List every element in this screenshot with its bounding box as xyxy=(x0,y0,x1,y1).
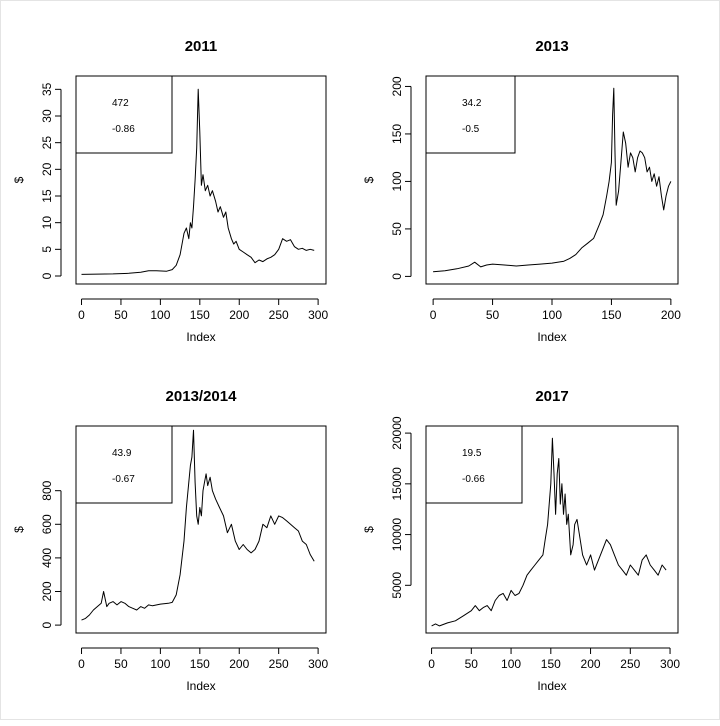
inset-value: -0.67 xyxy=(112,474,135,485)
x-tick-label: 150 xyxy=(190,308,210,322)
y-axis-label: $ xyxy=(362,526,376,533)
x-tick-label: 250 xyxy=(269,308,289,322)
chart-title: 2011 xyxy=(185,38,218,55)
plot-frame xyxy=(75,425,327,634)
x-tick-label: 250 xyxy=(269,657,289,671)
chart-title: 2013 xyxy=(535,38,568,55)
x-axis-label: Index xyxy=(186,679,215,693)
y-tick-label: 30 xyxy=(40,109,54,123)
inset-box xyxy=(75,75,173,154)
series-line xyxy=(81,88,315,275)
x-tick-label: 200 xyxy=(661,308,681,322)
chart-panel-3: 2013/2014 0 50 100 150 200 250 300 Index 0 200 400 6… xyxy=(12,388,328,693)
x-tick-label: 200 xyxy=(229,657,249,671)
x-tick-label: 50 xyxy=(114,657,128,671)
y-axis-label: $ xyxy=(12,526,26,533)
y-axis-label: $ xyxy=(12,176,26,183)
y-tick-label: 800 xyxy=(40,480,54,500)
y-tick-label: 15 xyxy=(40,189,54,203)
y-tick-label: 0 xyxy=(40,272,54,279)
x-tick-label: 200 xyxy=(229,308,249,322)
x-tick-label: 250 xyxy=(620,657,640,671)
y-tick-label: 10 xyxy=(40,216,54,230)
x-tick-label: 300 xyxy=(660,657,680,671)
y-tick-label: 10000 xyxy=(390,518,404,552)
inset-value: 34.2 xyxy=(462,98,482,109)
y-tick-label: 20000 xyxy=(390,416,404,450)
chart-panel-1: 2011 0 50 100 150 200 250 300 Index 0 5 10 15 20 25 30 3… xyxy=(12,38,328,344)
x-tick-label: 50 xyxy=(486,308,500,322)
inset-box xyxy=(75,425,173,504)
series-line xyxy=(431,437,667,627)
plot-frame xyxy=(425,425,679,634)
x-axis-label: Index xyxy=(186,330,215,344)
series-line xyxy=(81,429,315,621)
inset-box xyxy=(425,75,516,154)
inset-box xyxy=(425,425,523,504)
y-tick-label: 150 xyxy=(390,124,404,144)
x-tick-label: 100 xyxy=(542,308,562,322)
y-tick-label: 25 xyxy=(40,136,54,150)
inset-value: 472 xyxy=(112,98,129,109)
y-tick-label: 0 xyxy=(390,273,404,280)
x-tick-label: 50 xyxy=(114,308,128,322)
inset-value: -0.66 xyxy=(462,474,485,485)
x-axis-label: Index xyxy=(537,679,566,693)
x-axis-label: Index xyxy=(537,330,566,344)
y-tick-label: 400 xyxy=(40,548,54,568)
plot-frame xyxy=(425,75,679,285)
inset-value: 43.9 xyxy=(112,448,132,459)
y-axis-label: $ xyxy=(362,176,376,183)
x-tick-label: 300 xyxy=(308,657,328,671)
chart-panel-2: 2013 0 50 100 150 200 Index 0 50 100 150 200 $34.2 -0… xyxy=(362,38,681,344)
x-tick-label: 150 xyxy=(541,657,561,671)
inset-value: -0.5 xyxy=(462,124,480,135)
x-tick-label: 150 xyxy=(190,657,210,671)
y-tick-label: 100 xyxy=(390,171,404,191)
y-tick-label: 50 xyxy=(390,222,404,236)
series-line xyxy=(433,87,672,273)
y-tick-label: 600 xyxy=(40,514,54,534)
y-tick-label: 5000 xyxy=(390,572,404,599)
chart-title: 2013/2014 xyxy=(166,388,238,405)
y-tick-label: 20 xyxy=(40,162,54,176)
chart-panel-4: 2017 0 50 100 150 200 250 300 Index 5000 10000 1500… xyxy=(362,388,680,693)
x-tick-label: 0 xyxy=(78,657,85,671)
x-tick-label: 200 xyxy=(581,657,601,671)
x-tick-label: 50 xyxy=(465,657,479,671)
x-tick-label: 100 xyxy=(501,657,521,671)
y-tick-label: 15000 xyxy=(390,467,404,501)
y-tick-label: 200 xyxy=(390,76,404,96)
plot-frame xyxy=(75,75,327,285)
y-tick-label: 0 xyxy=(40,621,54,628)
inset-value: -0.86 xyxy=(112,124,135,135)
x-tick-label: 0 xyxy=(78,308,85,322)
x-tick-label: 0 xyxy=(428,657,435,671)
y-tick-label: 5 xyxy=(40,246,54,253)
x-tick-label: 300 xyxy=(308,308,328,322)
x-tick-label: 150 xyxy=(601,308,621,322)
y-tick-label: 35 xyxy=(40,82,54,96)
y-tick-label: 200 xyxy=(40,581,54,601)
x-tick-label: 100 xyxy=(150,308,170,322)
inset-value: 19.5 xyxy=(462,448,482,459)
x-tick-label: 0 xyxy=(430,308,437,322)
x-tick-label: 100 xyxy=(150,657,170,671)
chart-title: 2017 xyxy=(535,388,568,405)
